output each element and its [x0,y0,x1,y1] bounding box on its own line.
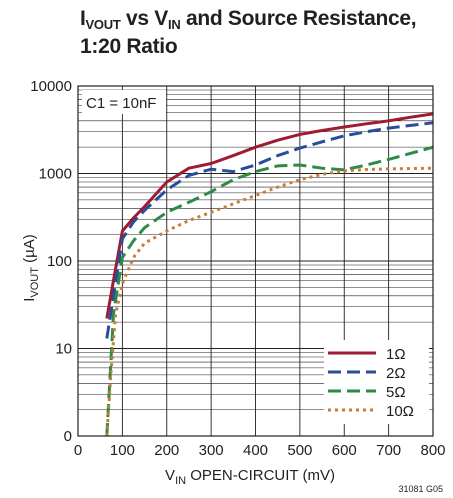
x-tick-label: 200 [154,442,179,459]
title-i: I [80,7,86,30]
x-axis-label: VIN OPEN-CIRCUIT (mV) [165,467,335,487]
series-line-2 [105,121,434,339]
figure-code: 31081 G05 [398,484,443,494]
x-tick-label: 700 [376,442,401,459]
x-axis-label-sub: IN [175,475,186,487]
y-axis-label-rest: (µA) [21,234,38,267]
y-axis-label: IVOUT (µA) [21,234,41,302]
x-tick-label: 300 [199,442,224,459]
y-tick-label: 0 [64,428,72,445]
series-line-1 [105,112,434,319]
x-tick-label: 600 [332,442,357,459]
x-axis-label-rest: OPEN-CIRCUIT (mV) [186,467,335,484]
series-lines [105,112,434,437]
x-axis-label-main: V [165,467,175,484]
series-line-4 [105,166,434,437]
x-tick-label: 500 [287,442,312,459]
annotation-text: C1 = 10nF [86,95,156,112]
title-rest: and Source Resistance, [180,7,417,30]
legend: 1Ω 2Ω 5Ω 10Ω [324,340,429,424]
annotation-background [82,90,166,114]
plot-frame [77,85,434,437]
y-tick-label: 1000 [39,166,72,183]
annotation-box: C1 = 10nF [82,90,166,114]
legend-label-3: 5Ω [386,384,406,401]
chart-title-line2: 1:20 Ratio [80,35,178,58]
y-axis-label-main: I [21,298,38,302]
x-tick-label: 400 [243,442,268,459]
legend-label-2: 2Ω [386,365,406,382]
y-axis-label-sub: VOUT [29,267,41,298]
axis-ticks: 0 100 200 300 400 500 600 700 800 0 10 100 1000 10000 [30,78,445,459]
chart-title-line1: IVOUT vs VIN and Source Resistance, [80,8,450,36]
title-i-subscript: VOUT [85,17,121,32]
series-line-3 [105,145,434,437]
legend-label-4: 10Ω [386,403,414,420]
x-tick-label: 100 [110,442,135,459]
x-tick-label: 800 [420,442,445,459]
chart-title: IVOUT vs VIN and Source Resistance, 1:20… [80,8,450,58]
y-tick-label: 10 [55,341,72,358]
y-tick-label: 100 [47,253,72,270]
x-tick-label: 0 [74,442,82,459]
y-tick-label: 10000 [30,78,72,95]
title-v-subscript: IN [168,17,181,32]
legend-label-1: 1Ω [386,346,406,363]
title-mid: vs V [120,7,169,30]
